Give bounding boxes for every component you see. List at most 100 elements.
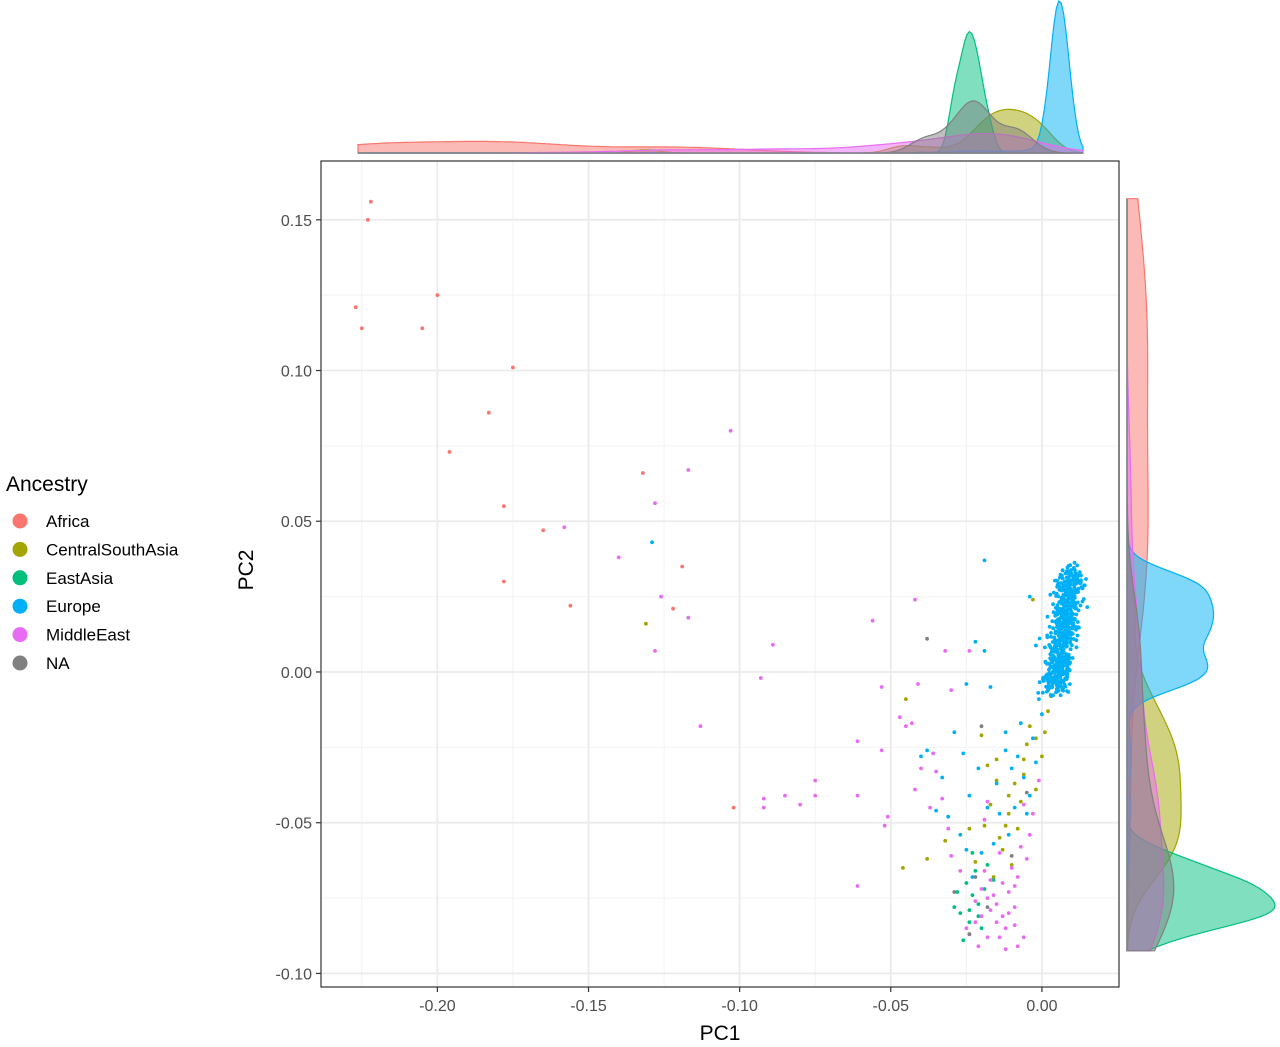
data-point-europe xyxy=(1040,712,1044,717)
data-point-europe xyxy=(1054,606,1059,610)
data-point-europe xyxy=(979,851,984,855)
data-point-europe xyxy=(1080,599,1085,604)
data-point-middleeast xyxy=(958,869,963,873)
data-point-europe xyxy=(1057,600,1062,604)
data-point-europe xyxy=(1068,586,1072,591)
data-point-europe xyxy=(1053,674,1057,678)
data-point-europe xyxy=(1079,573,1083,578)
data-point-centralsouthasia xyxy=(991,875,996,879)
data-point-europe xyxy=(1048,679,1053,684)
data-point-europe xyxy=(1074,575,1079,580)
data-point-centralsouthasia xyxy=(644,621,648,626)
data-point-middleeast xyxy=(1003,926,1008,931)
data-point-middleeast xyxy=(985,896,990,900)
plot-panel xyxy=(320,160,1120,988)
top-marginal-density xyxy=(357,0,1084,154)
legend-label-middleeast: MiddleEast xyxy=(46,626,130,645)
data-point-europe xyxy=(988,685,993,689)
data-point-europe xyxy=(1027,793,1032,798)
data-point-centralsouthasia xyxy=(979,733,984,738)
y-tick-label: 0.10 xyxy=(281,364,312,381)
data-point-centralsouthasia xyxy=(1043,730,1047,735)
data-point-centralsouthasia xyxy=(1034,736,1038,741)
data-point-europe xyxy=(967,793,972,798)
legend-label-europe: Europe xyxy=(46,597,101,616)
data-point-middleeast xyxy=(813,778,818,783)
data-point-europe xyxy=(1063,610,1067,615)
top-density-na xyxy=(358,100,1083,154)
data-point-centralsouthasia xyxy=(1021,772,1026,777)
data-point-europe xyxy=(1072,560,1077,565)
data-point-europe xyxy=(1074,590,1079,595)
data-point-africa xyxy=(502,579,506,584)
data-point-europe xyxy=(982,649,987,653)
data-point-europe xyxy=(1071,624,1076,628)
data-point-centralsouthasia xyxy=(967,826,972,831)
data-point-centralsouthasia xyxy=(943,838,948,843)
data-point-middleeast xyxy=(1012,923,1017,928)
legend-key-middleeast xyxy=(12,627,28,643)
data-point-middleeast xyxy=(728,428,733,433)
data-point-europe xyxy=(1075,620,1080,624)
legend-label-eastasia: EastAsia xyxy=(46,569,114,588)
data-point-europe xyxy=(1073,570,1078,575)
data-point-middleeast xyxy=(940,796,945,801)
data-point-middleeast xyxy=(879,685,884,689)
data-point-europe xyxy=(1069,608,1073,613)
data-point-europe xyxy=(1053,670,1058,675)
data-point-centralsouthasia xyxy=(1018,799,1023,804)
data-point-middleeast xyxy=(973,899,978,903)
data-point-middleeast xyxy=(879,748,884,753)
data-point-europe xyxy=(1070,600,1075,605)
data-point-europe xyxy=(919,754,923,759)
data-point-europe xyxy=(1061,642,1066,647)
data-point-europe xyxy=(1037,697,1041,701)
data-point-europe xyxy=(1067,590,1072,595)
data-point-eastasia xyxy=(961,938,966,943)
y-tick-label: -0.05 xyxy=(276,816,313,833)
data-point-europe xyxy=(1057,588,1062,592)
data-point-middleeast xyxy=(973,920,978,925)
data-point-europe xyxy=(1043,645,1047,650)
x-axis-title: PC1 xyxy=(700,1022,741,1045)
data-point-europe xyxy=(1079,585,1084,590)
data-point-africa xyxy=(680,564,685,569)
data-point-middleeast xyxy=(904,724,908,729)
data-point-centralsouthasia xyxy=(997,835,1002,840)
data-point-europe xyxy=(1056,683,1061,688)
data-point-europe xyxy=(1071,591,1076,596)
data-point-eastasia xyxy=(976,902,981,906)
data-point-europe xyxy=(1062,618,1066,623)
data-point-centralsouthasia xyxy=(994,778,999,783)
data-point-europe xyxy=(1060,667,1064,671)
data-point-middleeast xyxy=(997,851,1002,855)
data-point-centralsouthasia xyxy=(1040,754,1044,759)
data-point-europe xyxy=(964,847,969,852)
x-tick-label: -0.15 xyxy=(570,998,607,1015)
data-point-middleeast xyxy=(979,914,984,919)
data-point-europe xyxy=(1003,730,1008,735)
data-point-europe xyxy=(1036,691,1041,695)
data-point-eastasia xyxy=(982,887,987,891)
data-point-europe xyxy=(976,766,981,771)
data-point-europe xyxy=(1065,653,1070,657)
data-point-europe xyxy=(1053,665,1057,669)
data-point-africa xyxy=(511,365,515,370)
x-tick-label: 0.00 xyxy=(1026,998,1057,1015)
data-point-centralsouthasia xyxy=(1034,787,1038,792)
x-axis: -0.20 -0.15 -0.10 -0.05 0.00 xyxy=(419,987,1058,1015)
data-point-europe xyxy=(1063,672,1068,676)
data-point-europe xyxy=(1055,631,1060,635)
data-point-europe xyxy=(1076,579,1081,583)
data-point-europe xyxy=(1064,660,1069,665)
data-point-europe xyxy=(1068,660,1072,665)
data-point-europe xyxy=(1050,660,1055,665)
data-point-middleeast xyxy=(783,793,787,798)
data-point-europe xyxy=(1066,577,1071,582)
data-point-europe xyxy=(1057,639,1062,643)
data-point-eastasia xyxy=(952,905,957,909)
data-point-europe xyxy=(1070,656,1075,660)
data-point-europe xyxy=(1059,616,1063,620)
data-point-middleeast xyxy=(991,893,996,897)
data-point-centralsouthasia xyxy=(982,823,987,828)
